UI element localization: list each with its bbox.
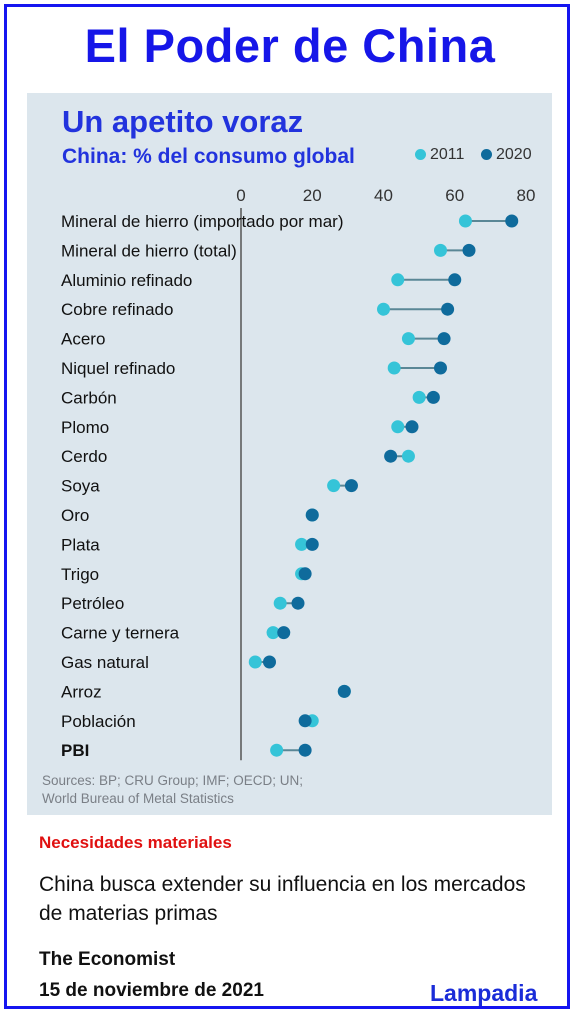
point-2011-row-5 [387, 361, 401, 375]
point-2020-row-8 [384, 449, 398, 463]
point-2020-row-11 [305, 537, 319, 551]
point-2011-row-0 [458, 214, 472, 228]
x-tick-label-60: 60 [445, 186, 464, 205]
category-label-2: Aluminio refinado [61, 271, 192, 290]
point-2020-row-4 [437, 332, 451, 346]
category-label-16: Arroz [61, 682, 102, 701]
caption-description: China busca extender su influencia en lo… [39, 873, 526, 925]
legend-swatch-2020 [481, 149, 492, 160]
category-label-11: Plata [61, 535, 100, 554]
legend-swatch-2011 [415, 149, 426, 160]
point-2020-row-6 [426, 390, 440, 404]
category-label-7: Plomo [61, 418, 109, 437]
point-2020-row-1 [462, 243, 476, 257]
chart-sources: Sources: BP; CRU Group; IMF; OECD; UN; W… [42, 772, 342, 808]
x-tick-label-20: 20 [303, 186, 322, 205]
x-tick-label-40: 40 [374, 186, 393, 205]
point-2011-row-3 [377, 302, 390, 316]
brand-logo-text: Lampadia [430, 980, 538, 1006]
point-2020-row-10 [305, 508, 319, 522]
category-label-5: Niquel refinado [61, 359, 175, 378]
category-label-17: Población [61, 712, 136, 731]
point-2020-row-9 [344, 479, 358, 493]
publication-date: 15 de noviembre de 2021 [39, 980, 264, 1001]
point-2011-row-15 [248, 655, 262, 669]
point-2020-row-0 [505, 214, 519, 228]
sources-line-2: World Bureau of Metal Statistics [42, 791, 234, 806]
point-2011-row-4 [401, 332, 415, 346]
point-2020-row-18 [298, 743, 312, 757]
category-label-14: Carne y ternera [61, 624, 180, 643]
chart-panel [27, 93, 552, 815]
legend-item-2020: 2020 [481, 146, 532, 164]
point-2011-row-14 [266, 626, 280, 640]
x-tick-label-0: 0 [236, 186, 245, 205]
chart-title: Un apetito voraz [62, 104, 304, 139]
caption-kicker: Necesidades materiales [39, 833, 232, 852]
point-2011-row-8 [401, 449, 415, 463]
category-label-13: Petróleo [61, 594, 124, 613]
legend-label-2011: 2011 [430, 146, 465, 163]
point-2020-row-12 [298, 567, 312, 581]
point-2020-row-2 [448, 273, 462, 287]
category-label-6: Carbón [61, 388, 117, 407]
point-2020-row-17 [298, 714, 312, 728]
point-2020-row-5 [434, 361, 447, 375]
point-2011-row-6 [412, 390, 426, 404]
point-2020-row-13 [291, 596, 305, 610]
x-tick-label-80: 80 [517, 186, 536, 205]
category-label-0: Mineral de hierro (importado por mar) [61, 212, 344, 231]
point-2011-row-9 [327, 479, 341, 493]
category-label-8: Cerdo [61, 447, 107, 466]
publication-block: The Economist 15 de noviembre de 2021 [39, 944, 264, 1006]
legend-label-2020: 2020 [496, 146, 532, 163]
category-label-1: Mineral de hierro (total) [61, 241, 237, 260]
point-2020-row-7 [405, 420, 419, 434]
point-2020-row-15 [263, 655, 276, 669]
category-label-4: Acero [61, 330, 105, 349]
category-label-15: Gas natural [61, 653, 149, 672]
sources-line-1: Sources: BP; CRU Group; IMF; OECD; UN; [42, 773, 304, 788]
point-2020-row-14 [277, 626, 291, 640]
point-2011-row-1 [434, 243, 447, 257]
point-2020-row-16 [337, 684, 351, 698]
point-2020-row-3 [441, 302, 455, 316]
legend-item-2011: 2011 [415, 146, 464, 164]
publication-name: The Economist [39, 949, 176, 970]
page-title: El Poder de China [84, 19, 496, 72]
category-label-9: Soya [61, 477, 100, 496]
point-2011-row-13 [273, 596, 287, 610]
category-label-10: Oro [61, 506, 89, 525]
point-2011-row-7 [391, 420, 405, 434]
point-2011-row-18 [270, 743, 284, 757]
category-label-3: Cobre refinado [61, 300, 173, 319]
point-2011-row-2 [391, 273, 405, 287]
category-label-18: PBI [61, 741, 89, 760]
category-label-12: Trigo [61, 565, 99, 584]
point-2011-row-11 [295, 537, 309, 551]
chart-subtitle: China: % del consumo global [62, 145, 355, 168]
